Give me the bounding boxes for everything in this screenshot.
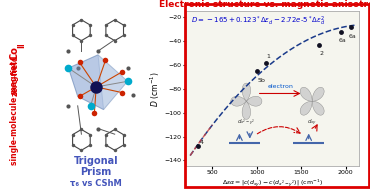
Polygon shape [246,96,262,106]
Polygon shape [242,101,250,119]
Text: Trigonal: Trigonal [74,156,118,166]
Text: 6a: 6a [339,38,346,43]
Text: $d_{x^2-y^2}$: $d_{x^2-y^2}$ [237,118,256,128]
Text: 1: 1 [266,54,270,59]
Text: $d_{xy}$: $d_{xy}$ [307,118,317,128]
Polygon shape [242,83,250,101]
Text: single-molecule magnet: single-molecule magnet [10,61,19,165]
Polygon shape [68,55,104,110]
Text: 2: 2 [319,51,323,57]
Text: Prism: Prism [81,167,112,177]
Text: 6a: 6a [349,34,356,39]
Polygon shape [312,101,324,115]
Polygon shape [300,87,312,101]
Text: τ₆ vs CShM: τ₆ vs CShM [70,179,122,188]
Text: $D = -165 + 0.123^*\Delta\varepsilon_d -2.72e\text{-}5^*\Delta\varepsilon_d^2$: $D = -165 + 0.123^*\Delta\varepsilon_d -… [191,14,325,28]
Polygon shape [231,96,246,106]
Polygon shape [312,87,324,101]
Text: 4: 4 [199,140,204,145]
Polygon shape [68,55,128,110]
Text: zero-field: zero-field [10,55,19,96]
Text: Co: Co [10,46,20,60]
Title: Electronic structure vs. magnetic anisotropy: Electronic structure vs. magnetic anisot… [159,0,370,9]
Polygon shape [300,101,312,115]
Text: 5b: 5b [257,78,265,83]
Y-axis label: $D \ \mathrm{(cm^{-1})}$: $D \ \mathrm{(cm^{-1})}$ [148,71,162,107]
Text: electron: electron [267,84,293,89]
X-axis label: $\Delta\varepsilon\alpha = |c(d_{xy}) - c(d_{x^2-y^2})| \ \mathrm{(cm^{-1})}$: $\Delta\varepsilon\alpha = |c(d_{xy}) - … [222,178,323,189]
Text: II: II [18,43,27,48]
